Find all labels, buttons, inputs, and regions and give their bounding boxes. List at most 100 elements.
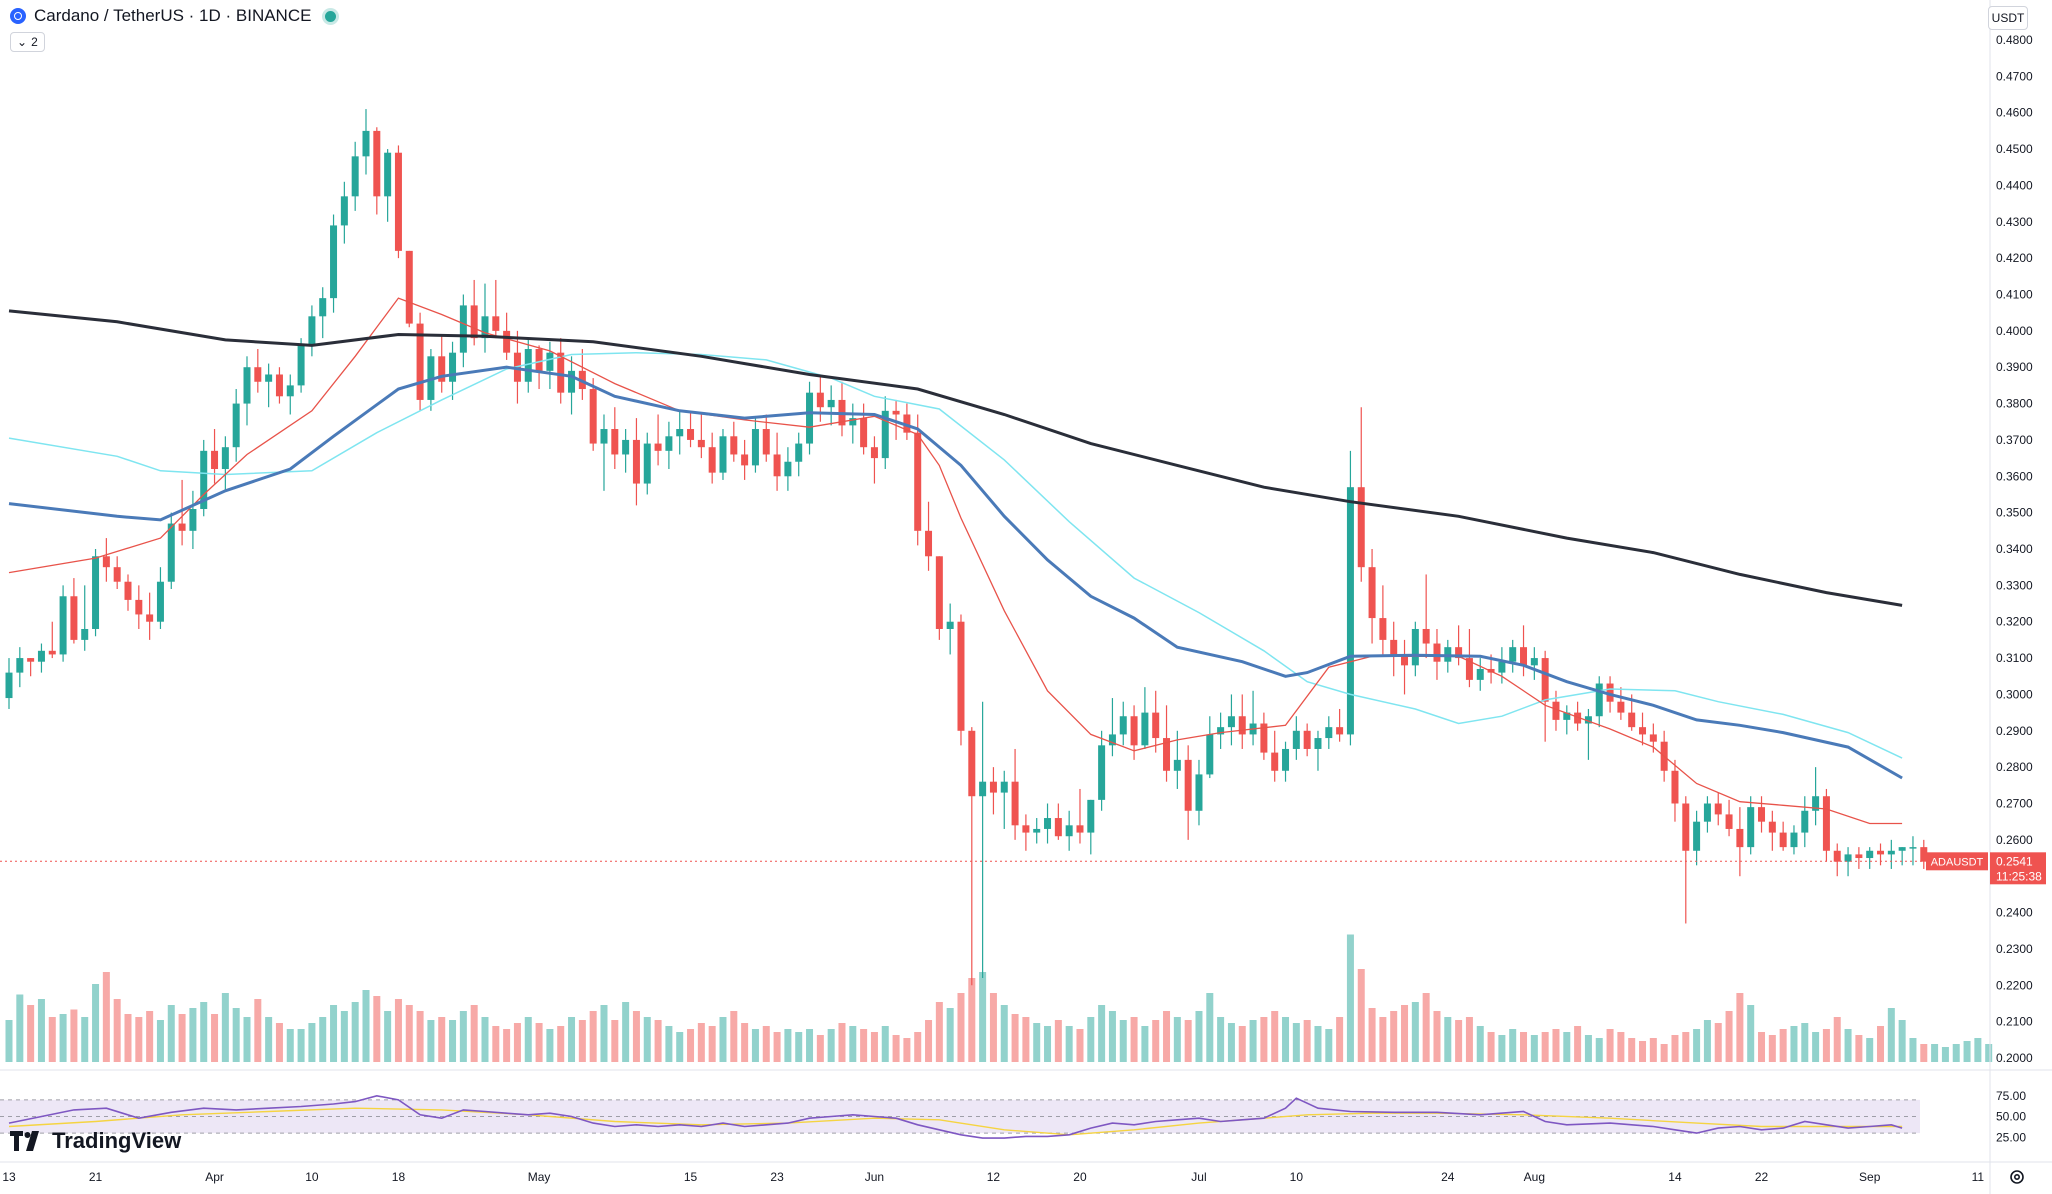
volume-bar	[730, 1011, 738, 1062]
volume-bar	[1130, 1017, 1138, 1062]
indicators-toggle-button[interactable]: ⌄ 2	[10, 32, 45, 52]
volume-bar	[1779, 1029, 1787, 1062]
candle-body	[330, 225, 338, 299]
volume-bar	[178, 1014, 186, 1062]
candle-body	[340, 196, 348, 226]
currency-button[interactable]: USDT	[1988, 6, 2028, 30]
volume-bar	[1163, 1011, 1171, 1062]
candle-body	[1044, 818, 1052, 829]
volume-bar	[870, 1032, 878, 1062]
volume-bar	[784, 1029, 792, 1062]
volume-bar	[211, 1014, 219, 1062]
volume-bar	[1725, 1011, 1733, 1062]
candles[interactable]	[5, 109, 1928, 986]
volume-bar	[665, 1026, 673, 1062]
symbol-header[interactable]: Cardano / TetherUS · 1D · BINANCE	[10, 6, 337, 26]
volume-bar	[1465, 1017, 1473, 1062]
candle-body	[1584, 716, 1592, 724]
volume-bar	[200, 1002, 208, 1062]
candle-body	[297, 345, 305, 386]
candle-body	[265, 374, 273, 382]
volume-bar	[1671, 1035, 1679, 1062]
volume-bar	[1606, 1029, 1614, 1062]
candle-body	[968, 730, 976, 797]
volume-bar	[741, 1023, 749, 1062]
time-tick-label: 11	[1972, 1170, 1985, 1184]
price-tick-label: 0.2300	[1996, 942, 2033, 956]
symbol-title[interactable]: Cardano / TetherUS · 1D · BINANCE	[34, 6, 312, 25]
candle-body	[1271, 752, 1279, 771]
candle-body	[1801, 810, 1809, 833]
time-tick-label: 10	[1290, 1170, 1304, 1184]
candle-body	[16, 658, 24, 673]
volume-bar	[622, 1002, 630, 1062]
candle-body	[1563, 712, 1571, 720]
volume-bar	[330, 1005, 338, 1062]
last-price-tag	[1990, 852, 2046, 885]
volume-bar	[1898, 1020, 1906, 1062]
price-tick-label: 0.2800	[1996, 760, 2033, 774]
price-tick-label: 0.4500	[1996, 142, 2033, 156]
volume-bar	[124, 1014, 132, 1062]
volume-bar	[1520, 1032, 1528, 1062]
volume-bar	[232, 1008, 240, 1062]
volume-bar	[546, 1029, 554, 1062]
volume-bar	[1877, 1026, 1885, 1062]
candle-body	[1022, 825, 1030, 833]
candle-body	[860, 418, 868, 448]
volume-bar	[1974, 1038, 1982, 1062]
volume-bar	[1076, 1029, 1084, 1062]
candle-body	[1541, 658, 1549, 702]
candle-body	[1812, 796, 1820, 811]
time-axis[interactable]: 13 21 Apr 10 18 May 15 23 Jun 12 20 Jul 10 24 Aug 14 22 S…	[0, 1161, 2052, 1184]
time-tick-label: 18	[392, 1170, 406, 1184]
price-tick-label: 0.2700	[1996, 797, 2033, 811]
candle-body	[384, 152, 392, 197]
candle-body	[438, 356, 446, 382]
time-tick-label: 24	[1441, 1170, 1455, 1184]
price-tick-label: 0.2200	[1996, 978, 2033, 992]
volume-bar	[1714, 1023, 1722, 1062]
volume-bar	[1703, 1020, 1711, 1062]
volume-bar	[81, 1017, 89, 1062]
gear-icon[interactable]	[2008, 1168, 2026, 1186]
candle-body	[827, 399, 835, 408]
candle-body	[1639, 727, 1647, 735]
price-axis[interactable]: 0.4800 0.4700 0.4600 0.4500 0.4400 0.4300 0.42…	[1989, 0, 2033, 1194]
price-tick-label: 0.2100	[1996, 1015, 2033, 1029]
volume-bar	[16, 994, 24, 1062]
volume-bar	[27, 1005, 35, 1062]
volume-bar	[914, 1032, 922, 1062]
candle-body	[1152, 712, 1160, 739]
volume-bar	[308, 1023, 316, 1062]
volume-bar	[1931, 1044, 1939, 1062]
volume-bar	[1801, 1023, 1809, 1062]
chevron-down-icon: ⌄	[17, 35, 28, 49]
volume-bar	[48, 1017, 56, 1062]
volume-bar	[762, 1026, 770, 1062]
candle-body	[1033, 828, 1041, 833]
volume-bar	[1033, 1023, 1041, 1062]
candle-body	[1260, 723, 1268, 753]
indicator-count: 2	[31, 35, 38, 49]
market-status-dot-icon	[325, 10, 337, 22]
candle-body	[1822, 796, 1830, 851]
candle-body	[1325, 727, 1333, 739]
volume-bar	[92, 984, 100, 1062]
candle-body	[1206, 734, 1214, 775]
candle-body	[1509, 647, 1517, 662]
candle-body	[1076, 825, 1084, 833]
candle-body	[1195, 774, 1203, 811]
volume-bar	[632, 1011, 640, 1062]
volume-bar	[1390, 1011, 1398, 1062]
time-tick-label: Apr	[205, 1170, 224, 1184]
candle-body	[957, 621, 965, 731]
time-tick-label: 13	[2, 1170, 16, 1184]
volume-bar	[135, 1017, 143, 1062]
tradingview-logo[interactable]: TradingView	[10, 1128, 181, 1154]
volume-bar	[1909, 1038, 1917, 1062]
candle-body	[946, 621, 954, 629]
candle-body	[1108, 734, 1116, 746]
volume-bar	[470, 1005, 478, 1062]
